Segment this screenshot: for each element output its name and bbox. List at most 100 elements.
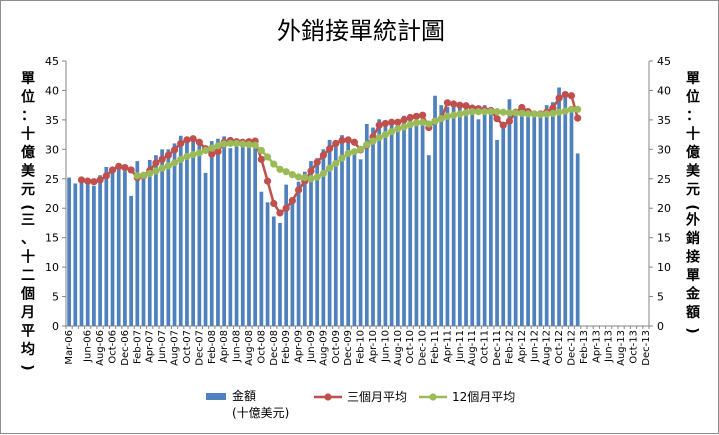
axis-label-char: (: [19, 204, 35, 210]
legend-label-bar-unit: (十億美元): [232, 406, 289, 420]
axis-label-char: 三: [21, 213, 35, 229]
legend-label-bar: 金額: [232, 388, 256, 403]
x-tick-label: Feb-08: [207, 330, 218, 364]
bar: [538, 117, 543, 327]
bar: [67, 177, 71, 326]
x-tick-label: Oct-13: [628, 330, 639, 364]
bar: [302, 171, 307, 326]
bar: [420, 112, 425, 326]
bar: [371, 127, 375, 327]
data-point: [313, 173, 321, 181]
axis-label-char: 均: [21, 341, 35, 358]
data-point: [474, 108, 483, 116]
data-point: [208, 144, 216, 152]
data-point: [350, 148, 358, 156]
data-point: [164, 162, 172, 170]
data-point: [400, 123, 408, 131]
data-point: [338, 136, 346, 145]
data-point: [394, 125, 402, 133]
data-point: [164, 151, 172, 159]
x-tick-label: Apr-09: [294, 330, 305, 363]
data-point: [214, 148, 222, 156]
data-point: [201, 146, 210, 155]
bar: [563, 93, 568, 326]
data-point: [443, 112, 452, 120]
x-tick-label: Jun-06: [83, 330, 94, 363]
data-point: [189, 151, 197, 159]
bar: [222, 136, 227, 326]
data-point: [288, 171, 296, 179]
bar: [166, 149, 171, 326]
data-point: [108, 166, 117, 174]
x-tick-label: Aug-11: [467, 330, 478, 366]
right-tick-label: 0: [657, 320, 664, 333]
data-point: [301, 174, 309, 182]
x-tick-label: Oct-09: [331, 330, 342, 364]
axis-label-char: 位: [21, 89, 35, 106]
data-point: [344, 149, 352, 158]
data-point: [257, 146, 265, 155]
x-tick-label: Dec-08: [269, 330, 280, 366]
x-tick-label: Dec-10: [418, 330, 429, 366]
axis-label-char: ：: [686, 108, 700, 124]
data-point: [332, 159, 340, 168]
axis-label-char: (: [684, 204, 700, 210]
x-tick-label: Feb-09: [281, 330, 292, 364]
data-point: [313, 158, 321, 166]
data-point: [232, 139, 241, 148]
axis-label-char: 二: [21, 268, 35, 284]
data-point: [294, 173, 303, 181]
bar: [92, 185, 96, 326]
bar: [544, 105, 549, 327]
bar: [557, 87, 561, 326]
data-point: [499, 108, 507, 116]
axis-label-char: 位: [686, 89, 700, 106]
data-point: [518, 109, 526, 118]
axis-label-char: 十: [21, 249, 35, 266]
data-point: [84, 177, 92, 185]
bar: [247, 139, 251, 326]
bar: [340, 135, 344, 326]
bar: [265, 202, 270, 326]
data-point: [158, 164, 166, 172]
bar: [271, 216, 276, 326]
data-point: [481, 108, 489, 116]
x-tick-label: Apr-10: [368, 330, 379, 363]
data-point: [270, 199, 278, 208]
data-point: [549, 104, 557, 112]
data-point: [561, 107, 569, 115]
bar: [346, 137, 351, 326]
left-tick-label: 45: [45, 55, 59, 68]
x-tick-label: Jun-13: [604, 330, 615, 363]
bar: [216, 138, 220, 326]
data-point: [158, 155, 166, 163]
bar: [433, 95, 437, 326]
bar: [333, 142, 338, 326]
data-point: [450, 111, 458, 119]
bar: [439, 105, 444, 327]
data-point: [270, 160, 278, 168]
bar: [123, 171, 127, 326]
bar: [110, 168, 115, 326]
x-tick-label: Apr-07: [145, 330, 156, 363]
x-tick-label: Oct-10: [405, 330, 416, 364]
axis-label-char: ): [684, 327, 700, 333]
legend-label-line: 三個月平均: [347, 390, 407, 404]
x-tick-label: Aug-09: [318, 330, 329, 366]
bar: [519, 105, 524, 326]
data-point: [357, 145, 365, 153]
bar: [532, 113, 537, 327]
axis-label-char: 億: [686, 144, 700, 161]
data-point: [220, 140, 228, 148]
bar: [569, 106, 574, 326]
data-point: [319, 169, 327, 178]
bar: [408, 118, 413, 326]
x-tick-label: Dec-07: [194, 330, 205, 366]
x-tick-label: Oct-07: [182, 330, 193, 364]
bar: [104, 167, 109, 326]
data-point: [574, 114, 582, 122]
bar: [234, 139, 239, 326]
x-tick-label: Jun-11: [455, 330, 466, 363]
data-point: [239, 140, 247, 148]
